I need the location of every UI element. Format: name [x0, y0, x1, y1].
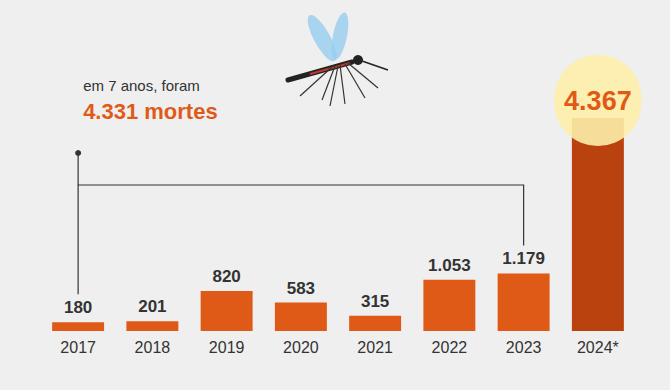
svg-text:2019: 2019 [209, 339, 245, 356]
svg-text:2022: 2022 [432, 339, 468, 356]
svg-text:315: 315 [361, 292, 389, 311]
svg-text:201: 201 [138, 297, 166, 316]
svg-text:2020: 2020 [283, 339, 319, 356]
svg-text:1.053: 1.053 [428, 256, 471, 275]
svg-text:2017: 2017 [60, 339, 96, 356]
svg-text:4.367: 4.367 [564, 86, 632, 116]
svg-text:2024*: 2024* [577, 339, 619, 356]
svg-text:em 7 anos, foram: em 7 anos, foram [83, 77, 200, 94]
svg-text:1.179: 1.179 [502, 249, 545, 268]
svg-text:4.331 mortes: 4.331 mortes [83, 99, 218, 124]
svg-text:2018: 2018 [135, 339, 171, 356]
svg-text:2021: 2021 [357, 339, 393, 356]
svg-text:180: 180 [64, 298, 92, 317]
svg-text:820: 820 [212, 267, 240, 286]
svg-text:2023: 2023 [506, 339, 542, 356]
svg-text:583: 583 [287, 279, 315, 298]
